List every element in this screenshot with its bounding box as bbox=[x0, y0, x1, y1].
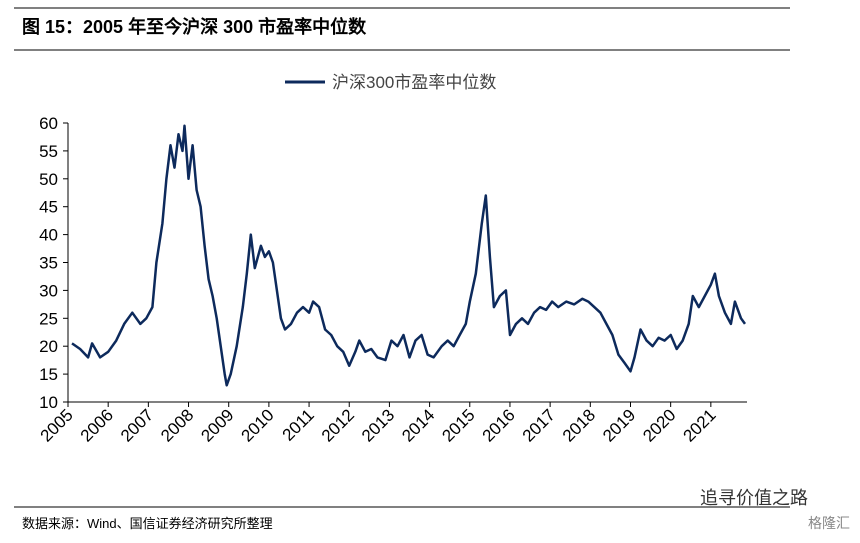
page-title: 图 15：2005 年至今沪深 300 市盈率中位数 bbox=[22, 16, 367, 37]
x-tick-label: 2008 bbox=[157, 405, 197, 445]
source: 数据来源：Wind、国信证券经济研究所整理 bbox=[22, 516, 273, 531]
x-tick-label: 2018 bbox=[559, 405, 599, 445]
y-tick-label: 35 bbox=[39, 254, 58, 273]
x-tick-label: 2007 bbox=[117, 405, 157, 445]
x-tick-label: 2019 bbox=[599, 405, 639, 445]
watermark: 追寻价值之路 bbox=[700, 488, 808, 508]
x-tick-label: 2010 bbox=[238, 405, 278, 445]
x-tick-label: 2017 bbox=[519, 405, 559, 445]
y-tick-label: 50 bbox=[39, 170, 58, 189]
logo: 格隆汇 bbox=[808, 515, 850, 531]
y-tick-label: 10 bbox=[39, 393, 58, 412]
x-tick-label: 2020 bbox=[639, 405, 679, 445]
x-tick-label: 2013 bbox=[358, 405, 398, 445]
legend-label: 沪深300市盈率中位数 bbox=[332, 73, 496, 92]
y-tick-label: 25 bbox=[39, 309, 58, 328]
x-tick-label: 2011 bbox=[279, 405, 318, 444]
x-tick-label: 2012 bbox=[318, 405, 358, 445]
x-tick-label: 2021 bbox=[679, 405, 719, 445]
x-tick-label: 2009 bbox=[197, 405, 237, 445]
y-tick-label: 40 bbox=[39, 226, 58, 245]
y-tick-label: 30 bbox=[39, 281, 58, 300]
y-tick-label: 60 bbox=[39, 114, 58, 133]
x-tick-label: 2014 bbox=[398, 405, 438, 445]
x-tick-label: 2016 bbox=[479, 405, 519, 445]
x-tick-label: 2006 bbox=[77, 405, 117, 445]
y-tick-label: 15 bbox=[39, 365, 58, 384]
y-tick-label: 20 bbox=[39, 337, 58, 356]
series-line bbox=[71, 124, 747, 387]
x-tick-label: 2015 bbox=[438, 405, 478, 445]
y-tick-label: 45 bbox=[39, 198, 58, 217]
y-tick-label: 55 bbox=[39, 142, 58, 161]
